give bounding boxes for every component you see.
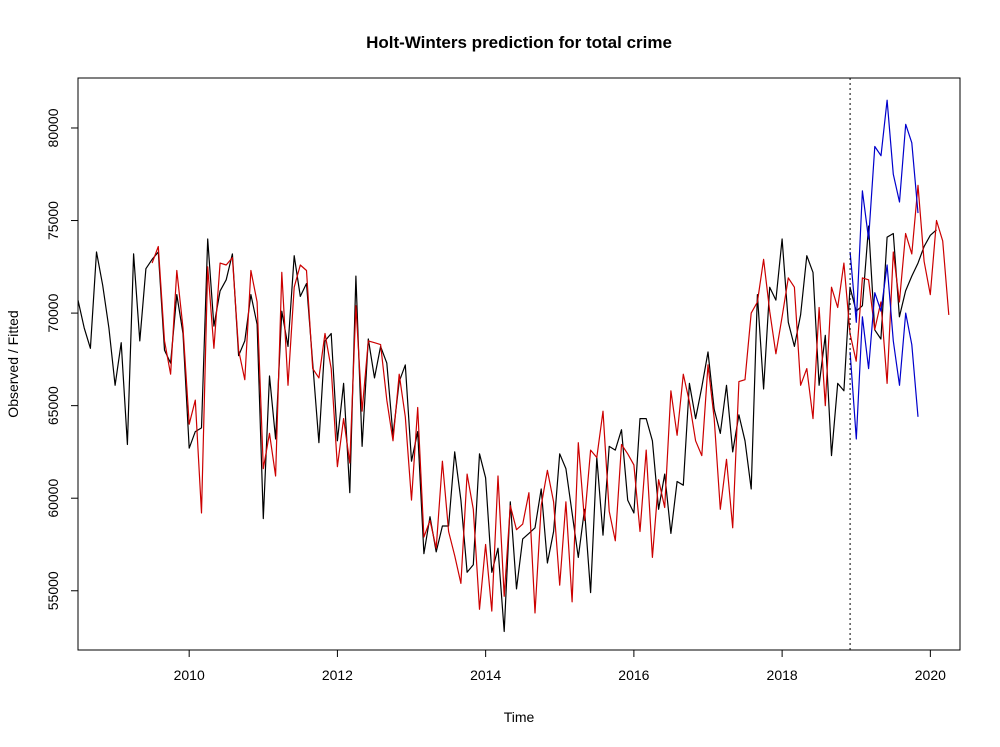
x-tick-label: 2012 [322,667,353,683]
series-line-2 [849,99,919,323]
series-layer [77,99,950,633]
y-tick-label: 70000 [45,293,61,332]
y-tick-label: 60000 [45,479,61,518]
x-tick-label: 2014 [470,667,501,683]
y-tick-label: 80000 [45,108,61,147]
x-tick-label: 2016 [618,667,649,683]
y-tick-label: 55000 [45,571,61,610]
y-axis-label: Observed / Fitted [5,310,21,417]
series-line-0 [77,225,937,633]
y-axis: 55000 60000 65000 70000 75000 80000 [45,108,78,610]
series-line-3 [849,264,919,440]
y-tick-label: 65000 [45,386,61,425]
x-axis: 2010 2012 2014 2016 2018 2020 [174,650,946,683]
chart-title: Holt-Winters prediction for total crime [366,33,672,52]
x-tick-label: 2020 [915,667,946,683]
x-axis-label: Time [504,709,535,725]
plot-frame [77,77,961,651]
y-tick-label: 75000 [45,201,61,240]
x-tick-label: 2010 [174,667,205,683]
x-tick-label: 2018 [767,667,798,683]
series-line-1 [151,184,950,614]
